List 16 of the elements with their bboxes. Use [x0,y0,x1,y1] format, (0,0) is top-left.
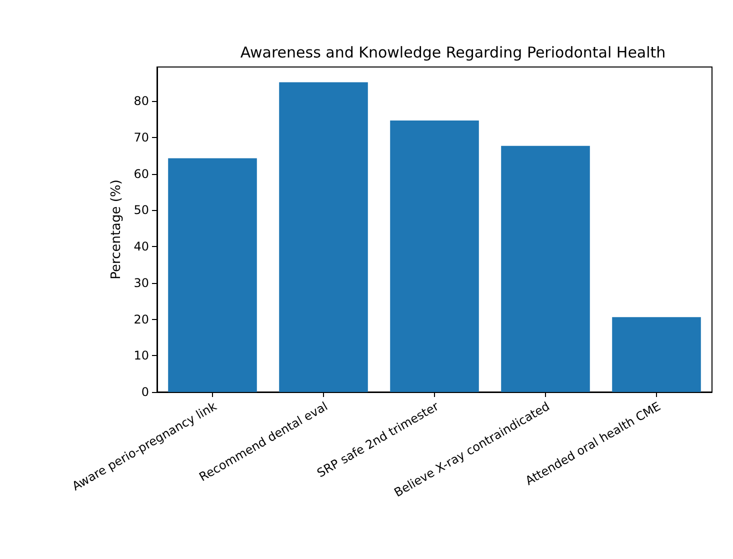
y-tick-label: 80 [134,94,149,108]
y-tick-label: 10 [134,348,149,363]
y-tick-label: 50 [134,203,149,218]
y-tick-label: 60 [134,166,149,181]
y-axis-title: Percentage (%) [108,180,124,280]
y-tick-label: 30 [134,276,149,290]
y-tick-label: 0 [141,385,149,399]
y-tick-label: 20 [134,312,149,326]
bar [501,146,590,392]
bar [390,120,479,392]
bar [168,158,257,392]
chart-title: Awareness and Knowledge Regarding Periodontal Health [240,44,666,62]
y-tick-label: 70 [134,130,149,145]
bar [279,82,368,392]
y-tick-label: 40 [134,240,149,254]
bar [612,317,701,392]
